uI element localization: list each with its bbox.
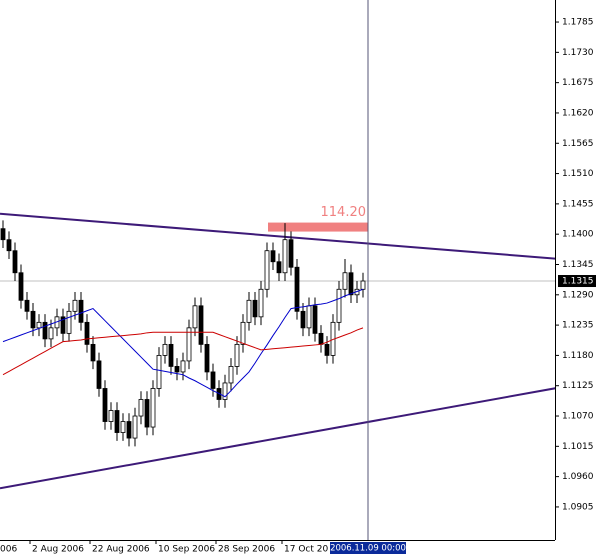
- candle-body: [318, 332, 324, 345]
- candle-body: [36, 321, 42, 329]
- x-tick-label: 10 Sep 2006: [158, 545, 215, 555]
- last-price-box: [558, 275, 596, 288]
- y-tick-label: 1.1235: [562, 321, 594, 331]
- moving-average: [2, 327, 364, 376]
- candle-body: [324, 343, 330, 356]
- candle-body: [138, 399, 144, 417]
- cursor-label: 2006.11.09 00:00: [330, 544, 406, 554]
- y-tick-label: 1.0905: [562, 502, 594, 512]
- candle-body: [204, 343, 210, 373]
- candle-body: [108, 410, 114, 422]
- candle-body: [12, 250, 18, 274]
- plot-area: 114.20: [0, 0, 555, 540]
- candle-body: [120, 421, 126, 433]
- candle-body: [312, 305, 318, 334]
- y-tick-label: 1.1675: [562, 78, 594, 88]
- candle-body: [132, 415, 138, 439]
- candle-body: [84, 321, 90, 345]
- candle-body: [258, 288, 264, 318]
- candle-body: [6, 239, 12, 252]
- candle-body: [48, 327, 54, 340]
- candle-body: [210, 371, 216, 389]
- candle-body: [342, 272, 348, 290]
- candle-body: [102, 388, 108, 422]
- y-tick-label: 1.1290: [562, 290, 594, 300]
- candle-body: [264, 250, 270, 290]
- y-tick-label: 1.1510: [562, 169, 594, 179]
- trendline: [0, 212, 555, 260]
- candle-body: [240, 321, 246, 345]
- moving-average: [2, 288, 364, 398]
- candle-body: [168, 343, 174, 367]
- candle-body: [174, 366, 180, 373]
- y-tick-label: 1.1400: [562, 230, 594, 240]
- y-tick-label: 1.1785: [562, 18, 594, 28]
- x-tick-label: 006: [0, 545, 17, 555]
- candle-body: [192, 305, 198, 329]
- candle-body: [96, 360, 102, 389]
- annotation-box: [268, 222, 368, 232]
- candle-body: [180, 360, 186, 373]
- candle-body: [0, 228, 6, 241]
- candle-body: [276, 261, 282, 274]
- y-tick-label: 1.1015: [562, 442, 594, 452]
- y-tick-label: 1.1345: [562, 260, 594, 270]
- candle-body: [162, 343, 168, 356]
- candle-body: [90, 343, 96, 362]
- annotation-text: 114.20: [321, 205, 367, 220]
- cursor-label-box: [330, 542, 406, 554]
- candle-body: [306, 305, 312, 329]
- y-tick-label: 1.1730: [562, 48, 594, 58]
- candle-body: [150, 388, 156, 428]
- candle-body: [300, 310, 306, 329]
- candle-body: [282, 239, 288, 274]
- candle-body: [60, 316, 66, 334]
- candle-body: [336, 288, 342, 323]
- y-tick-label: 1.1180: [562, 351, 594, 361]
- candle-body: [198, 305, 204, 345]
- candle-body: [144, 399, 150, 428]
- candle-body: [156, 355, 162, 389]
- y-tick-label: 1.1125: [562, 381, 594, 391]
- candle-body: [294, 266, 300, 312]
- candle-body: [222, 382, 228, 400]
- candle-body: [360, 280, 366, 290]
- x-tick-label: 17 Oct 20: [284, 545, 328, 555]
- candle-body: [18, 272, 24, 301]
- candle-body: [186, 327, 192, 362]
- candle-body: [42, 321, 48, 340]
- trendline: [0, 387, 555, 490]
- candle-body: [24, 299, 30, 312]
- candle-body: [30, 310, 36, 329]
- candle-body: [288, 239, 294, 268]
- candle-body: [126, 421, 132, 439]
- candle-body: [348, 272, 354, 296]
- y-tick-label: 1.1620: [562, 108, 594, 118]
- candle-body: [270, 250, 276, 263]
- y-tick-label: 1.1565: [562, 139, 594, 149]
- last-price-label: 1.1315: [562, 277, 594, 287]
- x-tick-label: 2 Aug 2006: [32, 545, 84, 555]
- x-tick-label: 28 Sep 2006: [218, 545, 275, 555]
- candle-body: [114, 410, 120, 433]
- y-tick-label: 1.0960: [562, 472, 594, 482]
- candle-body: [252, 299, 258, 318]
- candle-body: [234, 343, 240, 367]
- y-tick-label: 1.1070: [562, 412, 594, 422]
- candle-body: [246, 299, 252, 323]
- x-tick-label: 22 Aug 2006: [92, 545, 150, 555]
- y-tick-label: 1.1455: [562, 199, 594, 209]
- candle-body: [72, 299, 78, 312]
- candle-body: [78, 299, 84, 323]
- candle-body: [228, 366, 234, 384]
- candle-body: [66, 310, 72, 334]
